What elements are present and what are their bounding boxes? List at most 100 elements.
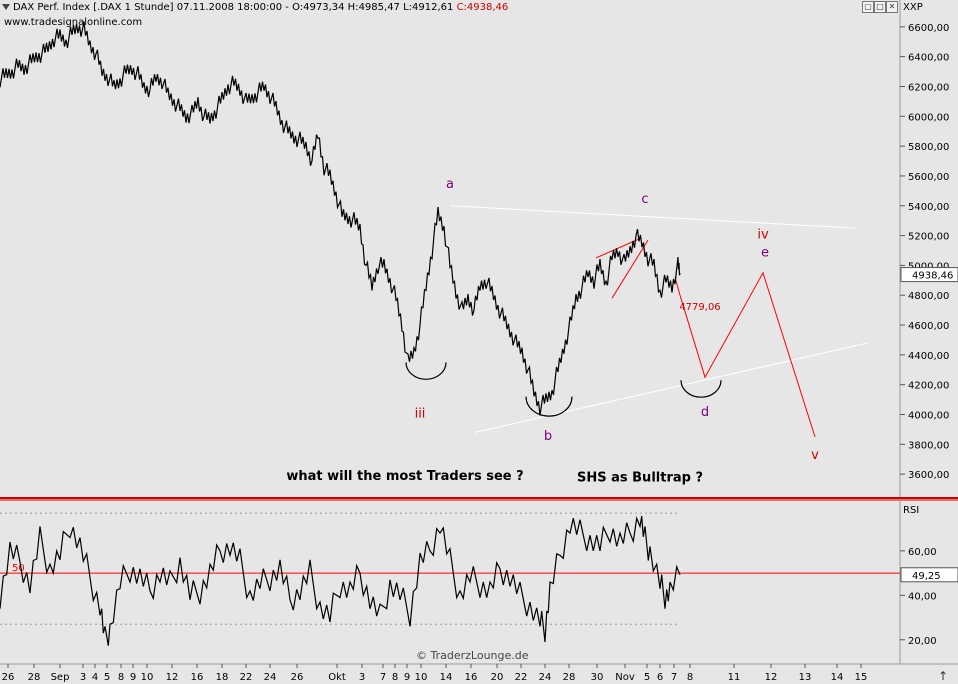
time-tick-label: 8 — [687, 672, 693, 683]
wave-label: v — [811, 448, 819, 463]
site-label: www.tradesignalonline.com — [4, 17, 143, 28]
wave-label: iv — [757, 228, 769, 243]
time-tick-label: Okt — [328, 672, 346, 683]
time-tick-label: 24 — [539, 672, 552, 683]
rsi-tick-label: 60,00 — [908, 547, 937, 558]
last-rsi-box — [900, 567, 958, 583]
price-tick-label: 4200,00 — [908, 381, 949, 392]
price-tick-label: 4000,00 — [908, 411, 949, 422]
maximize-button[interactable]: □ — [874, 1, 886, 13]
last-price-box — [900, 267, 958, 283]
price-tick-label: 5400,00 — [908, 202, 949, 213]
annotation-text: SHS as Bulltrap ? — [577, 471, 703, 486]
price-tick-label: 6200,00 — [908, 82, 949, 93]
price-tick-label: 5000,00 — [908, 261, 949, 272]
time-tick-label: 5 — [644, 672, 650, 683]
price-series-line[interactable] — [0, 21, 681, 416]
time-tick-label: 12 — [765, 672, 778, 683]
time-tick-label: 9 — [404, 672, 410, 683]
rsi-tick-label: 40,00 — [908, 591, 937, 602]
price-symbol-label: XXP — [903, 2, 923, 13]
turning-arc — [525, 396, 573, 417]
time-tick-label: 11 — [728, 672, 741, 683]
time-tick-label: 7 — [671, 672, 677, 683]
last-price-label: 4938,46 — [912, 271, 953, 282]
price-tick-label: 3600,00 — [908, 470, 949, 481]
time-tick-label: 3 — [359, 672, 365, 683]
wave-label: 4779,06 — [679, 302, 720, 313]
price-tick-label: 3800,00 — [908, 440, 949, 451]
wave-label: c — [641, 192, 648, 207]
wave-label: a — [446, 177, 454, 192]
rsi-series-line[interactable] — [0, 516, 681, 646]
time-tick-label: 12 — [166, 672, 179, 683]
time-tick-label: 30 — [591, 672, 604, 683]
trend-line — [449, 205, 856, 229]
time-tick-label: 13 — [799, 672, 812, 683]
time-tick-label: 6 — [657, 672, 663, 683]
time-tick-label: 16 — [465, 672, 478, 683]
wave-label: d — [701, 405, 709, 420]
price-tick-label: 5600,00 — [908, 172, 949, 183]
annotation-text: what will the most Traders see ? — [286, 469, 523, 484]
time-tick-label: Nov — [615, 672, 635, 683]
minimize-button[interactable]: ▢ — [862, 1, 874, 13]
bar-ohl: O:4973,34 H:4985,47 L:4912,61 — [292, 2, 454, 13]
trend-line — [474, 342, 869, 433]
time-tick-label: 22 — [240, 672, 253, 683]
time-tick-label: 26 — [2, 672, 15, 683]
chart-header: DAX Perf. Index [.DAX 1 Stunde] 07.11.20… — [0, 0, 508, 16]
turning-arc — [680, 380, 722, 398]
time-tick-label: 8 — [392, 672, 398, 683]
price-tick-label: 5800,00 — [908, 142, 949, 153]
time-tick-label: 4 — [92, 672, 98, 683]
price-tick-label: 4600,00 — [908, 321, 949, 332]
price-tick-label: 5200,00 — [908, 232, 949, 243]
time-tick-label: 14 — [440, 672, 453, 683]
scroll-up-icon[interactable]: ↑ — [938, 669, 948, 683]
time-tick-label: 16 — [191, 672, 204, 683]
wave-label: iii — [415, 406, 426, 421]
time-tick-label: 18 — [216, 672, 229, 683]
time-tick-label: 28 — [28, 672, 41, 683]
turning-arc — [405, 362, 447, 380]
rsi-midline-label: 50 — [12, 563, 25, 574]
time-tick-label: 3 — [80, 672, 86, 683]
time-tick-label: Sep — [51, 672, 70, 683]
price-tick-label: 4800,00 — [908, 291, 949, 302]
time-axis: 26 28 Sep 3 4 5 8 9 10 12 16 18 22 24 26 Okt 3 7 8 9 10 14 16 2… — [2, 664, 868, 683]
price-panel[interactable]: 6600,00 6400,00 6200,00 6000,00 5800,00 5600,… — [0, 2, 958, 486]
time-tick-label: 9 — [130, 672, 136, 683]
time-tick-label: 10 — [141, 672, 154, 683]
trend-line — [674, 271, 816, 438]
time-tick-label: 5 — [104, 672, 110, 683]
time-tick-label: 26 — [291, 672, 304, 683]
rsi-panel[interactable]: RSI 50 60,00 40,00 20,00 49,25 — [0, 505, 958, 647]
price-tick-label: 6600,00 — [908, 23, 949, 34]
bar-close: C:4938,46 — [456, 2, 509, 13]
time-tick-label: 10 — [415, 672, 428, 683]
time-tick-label: 8 — [118, 672, 124, 683]
time-tick-label: 22 — [515, 672, 528, 683]
time-tick-label: 14 — [831, 672, 844, 683]
trend-line — [611, 239, 649, 299]
time-tick-label: 28 — [563, 672, 576, 683]
time-tick-label: 7 — [380, 672, 386, 683]
watermark: © TraderzLounge.de — [416, 649, 529, 662]
instrument-title: DAX Perf. Index [.DAX 1 Stunde] — [13, 2, 174, 13]
wave-label: b — [544, 429, 552, 444]
time-tick-label: 24 — [264, 672, 277, 683]
rsi-title: RSI — [903, 505, 919, 516]
time-tick-label: 20 — [491, 672, 504, 683]
close-button[interactable]: ✕ — [886, 1, 898, 13]
wave-label: e — [761, 245, 769, 260]
last-rsi-label: 49,25 — [912, 571, 941, 582]
price-tick-label: 4400,00 — [908, 351, 949, 362]
price-tick-label: 6000,00 — [908, 112, 949, 123]
time-tick-label: 15 — [855, 672, 868, 683]
price-tick-label: 6400,00 — [908, 53, 949, 64]
dropdown-triangle-icon[interactable] — [2, 4, 10, 10]
bar-date: 07.11.2008 18:00:00 — [176, 2, 283, 13]
